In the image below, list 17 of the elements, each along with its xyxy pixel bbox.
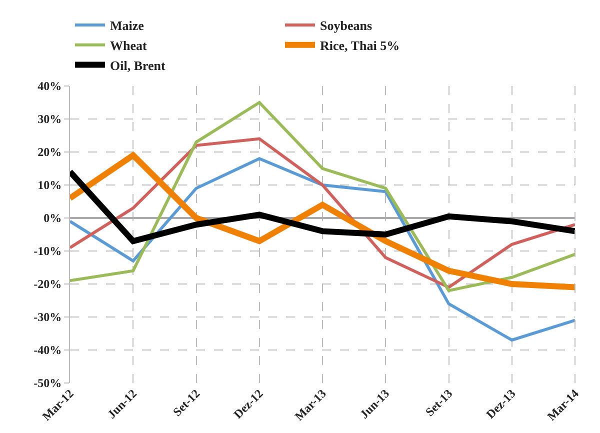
y-tick-label: -30% [34,310,62,324]
y-tick-label: -50% [34,376,62,390]
line-series [70,157,575,342]
legend-label: Oil, Brent [110,58,166,73]
y-tick-label: -10% [34,244,62,258]
legend-label: Soybeans [320,18,372,34]
y-tick-label: -40% [34,343,62,358]
y-tick-label: -20% [34,277,62,292]
y-tick-label: 0% [44,211,62,226]
legend-label: Wheat [110,38,148,53]
legend-label: Maize [110,18,144,34]
y-tick-label: 10% [38,178,62,192]
y-tick-label: 30% [38,112,62,126]
y-tick-label: 20% [38,145,62,160]
line-series [70,101,575,292]
y-tick-label: 40% [38,79,62,94]
legend-label: Rice, Thai 5% [320,38,400,53]
